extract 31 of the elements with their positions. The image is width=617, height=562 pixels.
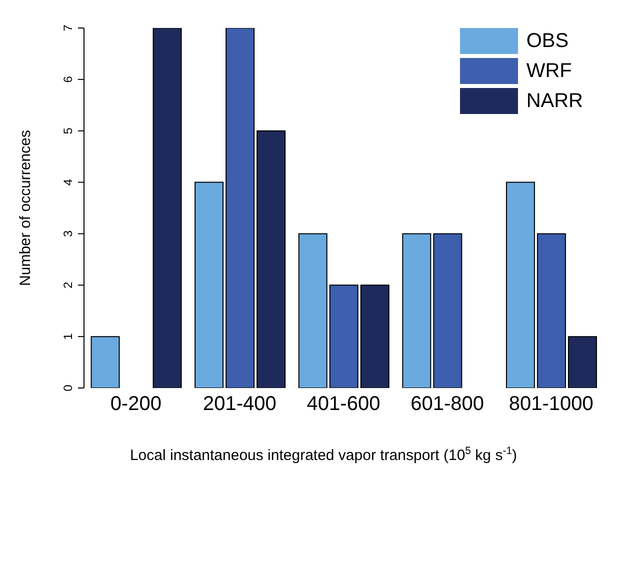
- y-tick-label: 6: [61, 76, 75, 83]
- x-tick-label: 201-400: [202, 393, 276, 416]
- y-tick-label: 1: [61, 332, 75, 340]
- legend-label: OBS: [526, 30, 569, 52]
- x-tick-label: 801-1000: [508, 393, 594, 416]
- bar: [256, 130, 286, 388]
- bar: [226, 28, 255, 388]
- x-tick-label: 0-200: [110, 393, 162, 416]
- bar: [90, 336, 120, 388]
- bar: [329, 284, 358, 388]
- x-tick-label: 401-600: [306, 393, 380, 416]
- y-tick-label: 3: [61, 230, 75, 238]
- bar: [433, 233, 462, 388]
- y-tick-label: 2: [61, 281, 75, 288]
- y-tick-label: 7: [61, 24, 75, 32]
- legend-label: WRF: [526, 60, 572, 82]
- legend-label: NARR: [526, 90, 583, 112]
- bar: [568, 336, 597, 388]
- bar: [360, 284, 390, 388]
- y-axis-title: Number of occurrences: [17, 130, 34, 286]
- y-tick-label: 0: [61, 384, 75, 392]
- bar: [194, 182, 224, 388]
- bar: [402, 233, 432, 388]
- bar: [506, 182, 535, 388]
- bar: [536, 233, 566, 388]
- bar: [152, 28, 182, 388]
- x-axis-title: Local instantaneous integrated vapor transport (10$^{5}$ kg s$^{-1}$): [130, 445, 518, 464]
- bar: [298, 233, 328, 388]
- y-tick-label: 4: [61, 178, 75, 186]
- y-tick-label: 5: [61, 127, 75, 134]
- x-tick-label: 601-800: [410, 393, 484, 416]
